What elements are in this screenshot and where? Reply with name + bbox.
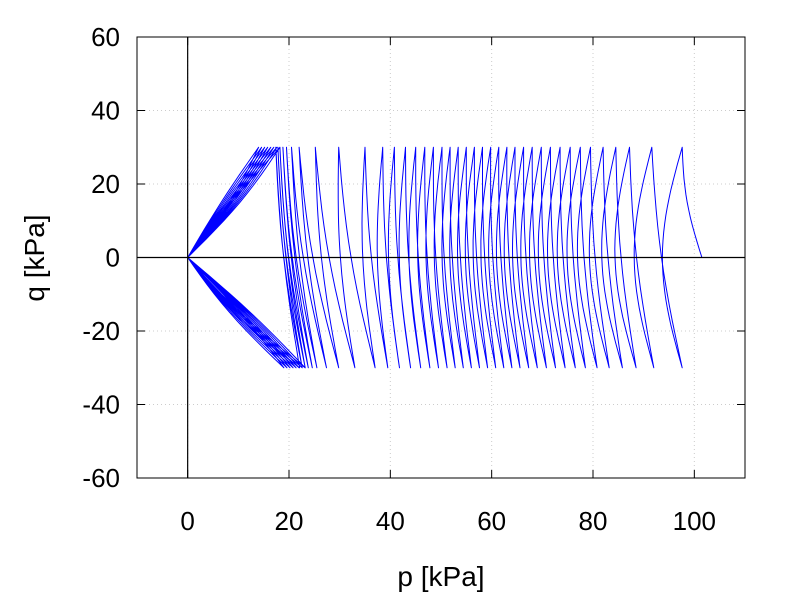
axes [136,36,746,479]
x-tick-label: 0 [180,506,194,536]
x-tick-label: 80 [579,506,608,536]
y-tick-label: 60 [91,22,120,52]
series-line [187,146,703,369]
y-tick-label: 0 [106,243,120,273]
y-tick-label: -60 [82,463,120,493]
tick-labels: 0 20 40 60 80 100 -60 -40 -20 0 20 40 60 [82,22,716,536]
y-tick-label: -20 [82,316,120,346]
y-axis-label: q [kPa] [19,214,50,301]
y-tick-label: -40 [82,390,120,420]
x-tick-label: 40 [376,506,405,536]
x-axis-label: p [kPa] [397,561,484,592]
x-tick-label: 60 [477,506,506,536]
y-tick-label: 20 [91,169,120,199]
x-tick-label: 100 [673,506,716,536]
series-stress-path [187,146,703,369]
x-tick-label: 20 [275,506,304,536]
y-tick-label: 40 [91,96,120,126]
